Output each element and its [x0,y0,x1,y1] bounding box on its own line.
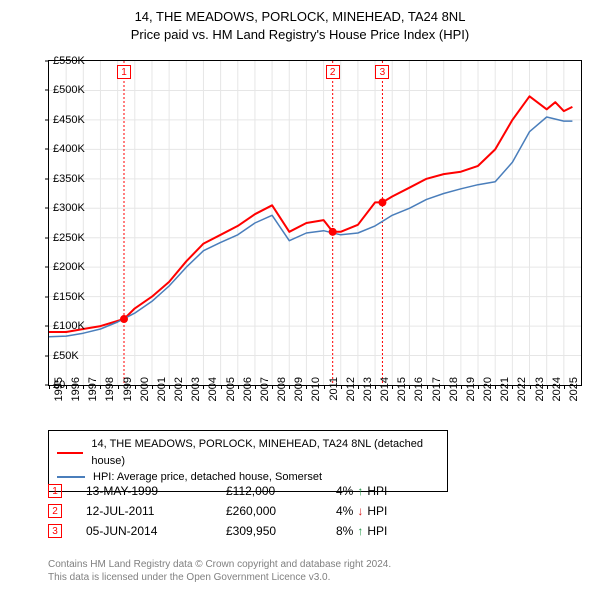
x-tick-label: 2017 [431,377,443,407]
footer-line-1: Contains HM Land Registry data © Crown c… [48,558,391,571]
sale-index: 1 [48,484,62,498]
x-tick-label: 2023 [534,377,546,407]
sale-date: 05-JUN-2014 [86,524,226,538]
sales-table: 1 13-MAY-1999£112,0004%↑HPI 2 12-JUL-2011£2… [48,478,568,544]
y-tick-label: £200K [53,261,85,273]
sale-price: £112,000 [226,484,336,498]
legend-label-1: 14, THE MEADOWS, PORLOCK, MINEHEAD, TA24… [91,436,439,469]
x-tick-label: 2016 [413,377,425,407]
x-tick-label: 2014 [379,377,391,407]
title-line-2: Price paid vs. HM Land Registry's House … [0,26,600,44]
sale-delta: 8%↑HPI [336,524,387,538]
x-tick-label: 2021 [499,377,511,407]
x-tick-label: 1995 [53,377,65,407]
x-tick-label: 2013 [362,377,374,407]
sale-index: 2 [48,504,62,518]
x-tick-label: 2006 [242,377,254,407]
chart-title: 14, THE MEADOWS, PORLOCK, MINEHEAD, TA24… [0,0,600,43]
legend-item-1: 14, THE MEADOWS, PORLOCK, MINEHEAD, TA24… [57,436,439,469]
x-tick-label: 2004 [207,377,219,407]
x-tick-label: 1999 [122,377,134,407]
x-tick-label: 2022 [516,377,528,407]
x-tick-label: 2001 [156,377,168,407]
x-tick-label: 2012 [345,377,357,407]
y-tick-label: £300K [53,202,85,214]
sale-index: 3 [48,524,62,538]
chart: £0£50K£100K£150K£200K£250K£300K£350K£400… [48,60,582,386]
y-tick-label: £50K [53,350,79,362]
x-tick-label: 2011 [328,377,340,407]
x-tick-label: 2010 [310,377,322,407]
x-tick-label: 2003 [190,377,202,407]
footer-line-2: This data is licensed under the Open Gov… [48,571,391,584]
sale-delta: 4%↓HPI [336,504,387,518]
x-tick-label: 2025 [568,377,580,407]
sale-date: 13-MAY-1999 [86,484,226,498]
x-tick-label: 2019 [465,377,477,407]
x-tick-label: 2015 [396,377,408,407]
arrow-icon: ↓ [357,504,363,518]
x-tick-label: 1996 [70,377,82,407]
footer: Contains HM Land Registry data © Crown c… [48,558,391,584]
sale-date: 12-JUL-2011 [86,504,226,518]
y-tick-label: £250K [53,232,85,244]
arrow-icon: ↑ [357,484,363,498]
x-tick-label: 1998 [104,377,116,407]
sale-marker: 1 [117,65,131,79]
sale-row: 1 13-MAY-1999£112,0004%↑HPI [48,484,568,498]
y-tick-label: £100K [53,320,85,332]
x-tick-label: 2000 [139,377,151,407]
sale-price: £309,950 [226,524,336,538]
y-tick-label: £550K [53,55,85,67]
y-tick-label: £400K [53,143,85,155]
title-line-1: 14, THE MEADOWS, PORLOCK, MINEHEAD, TA24… [0,8,600,26]
chart-plot [49,61,581,385]
y-tick-label: £350K [53,173,85,185]
y-tick-label: £450K [53,114,85,126]
legend-swatch-1 [57,452,83,454]
sale-row: 2 12-JUL-2011£260,0004%↓HPI [48,504,568,518]
x-tick-label: 2007 [259,377,271,407]
x-tick-label: 2008 [276,377,288,407]
x-tick-label: 2018 [448,377,460,407]
x-tick-label: 2005 [225,377,237,407]
x-tick-label: 2002 [173,377,185,407]
x-tick-label: 2009 [293,377,305,407]
sale-price: £260,000 [226,504,336,518]
page: 14, THE MEADOWS, PORLOCK, MINEHEAD, TA24… [0,0,600,590]
sale-delta: 4%↑HPI [336,484,387,498]
arrow-icon: ↑ [357,524,363,538]
y-tick-label: £150K [53,291,85,303]
x-tick-label: 2020 [482,377,494,407]
y-tick-label: £500K [53,84,85,96]
x-tick-label: 1997 [87,377,99,407]
sale-marker: 2 [326,65,340,79]
sale-marker: 3 [375,65,389,79]
x-tick-label: 2024 [551,377,563,407]
sale-row: 3 05-JUN-2014£309,9508%↑HPI [48,524,568,538]
